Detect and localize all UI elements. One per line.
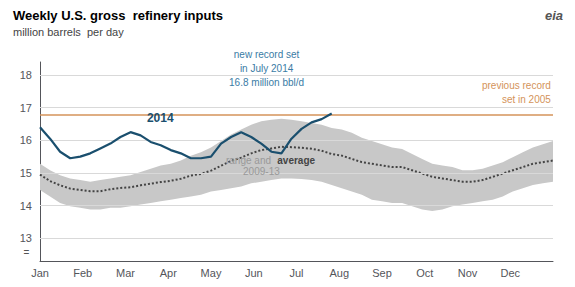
svg-text:range and: range and [226,155,271,166]
svg-text:2014: 2014 [147,111,174,125]
svg-text:Jul: Jul [289,267,303,279]
svg-text:Oct: Oct [416,267,433,279]
svg-text:Mar: Mar [116,267,135,279]
svg-text:15: 15 [20,167,32,179]
svg-text:May: May [201,267,222,279]
svg-text:18: 18 [20,69,32,81]
svg-text:new record set: new record set [234,49,300,60]
svg-text:Dec: Dec [500,267,520,279]
svg-text:2009-13: 2009-13 [243,166,280,177]
svg-text:Jun: Jun [245,267,263,279]
svg-text:in July 2014: in July 2014 [240,63,294,74]
svg-text:16: 16 [20,134,32,146]
svg-text:Aug: Aug [329,267,349,279]
svg-text:previous record: previous record [482,80,551,91]
svg-text:set in 2005: set in 2005 [502,94,551,105]
svg-text:13: 13 [20,232,32,244]
svg-text:=: = [23,247,29,258]
svg-text:Sep: Sep [372,267,392,279]
svg-text:17: 17 [20,102,32,114]
svg-text:Feb: Feb [73,267,92,279]
svg-text:16.8 million bbl/d: 16.8 million bbl/d [229,77,304,88]
svg-text:eia: eia [545,8,563,23]
svg-text:million barrels per day: million barrels per day [13,26,124,38]
svg-text:Apr: Apr [160,267,177,279]
svg-text:Jan: Jan [31,267,49,279]
svg-text:14: 14 [20,200,32,212]
svg-text:average: average [277,155,315,166]
svg-text:Nov: Nov [458,267,478,279]
svg-text:Weekly U.S. gross refinery in: Weekly U.S. gross refinery inputs [13,8,223,23]
